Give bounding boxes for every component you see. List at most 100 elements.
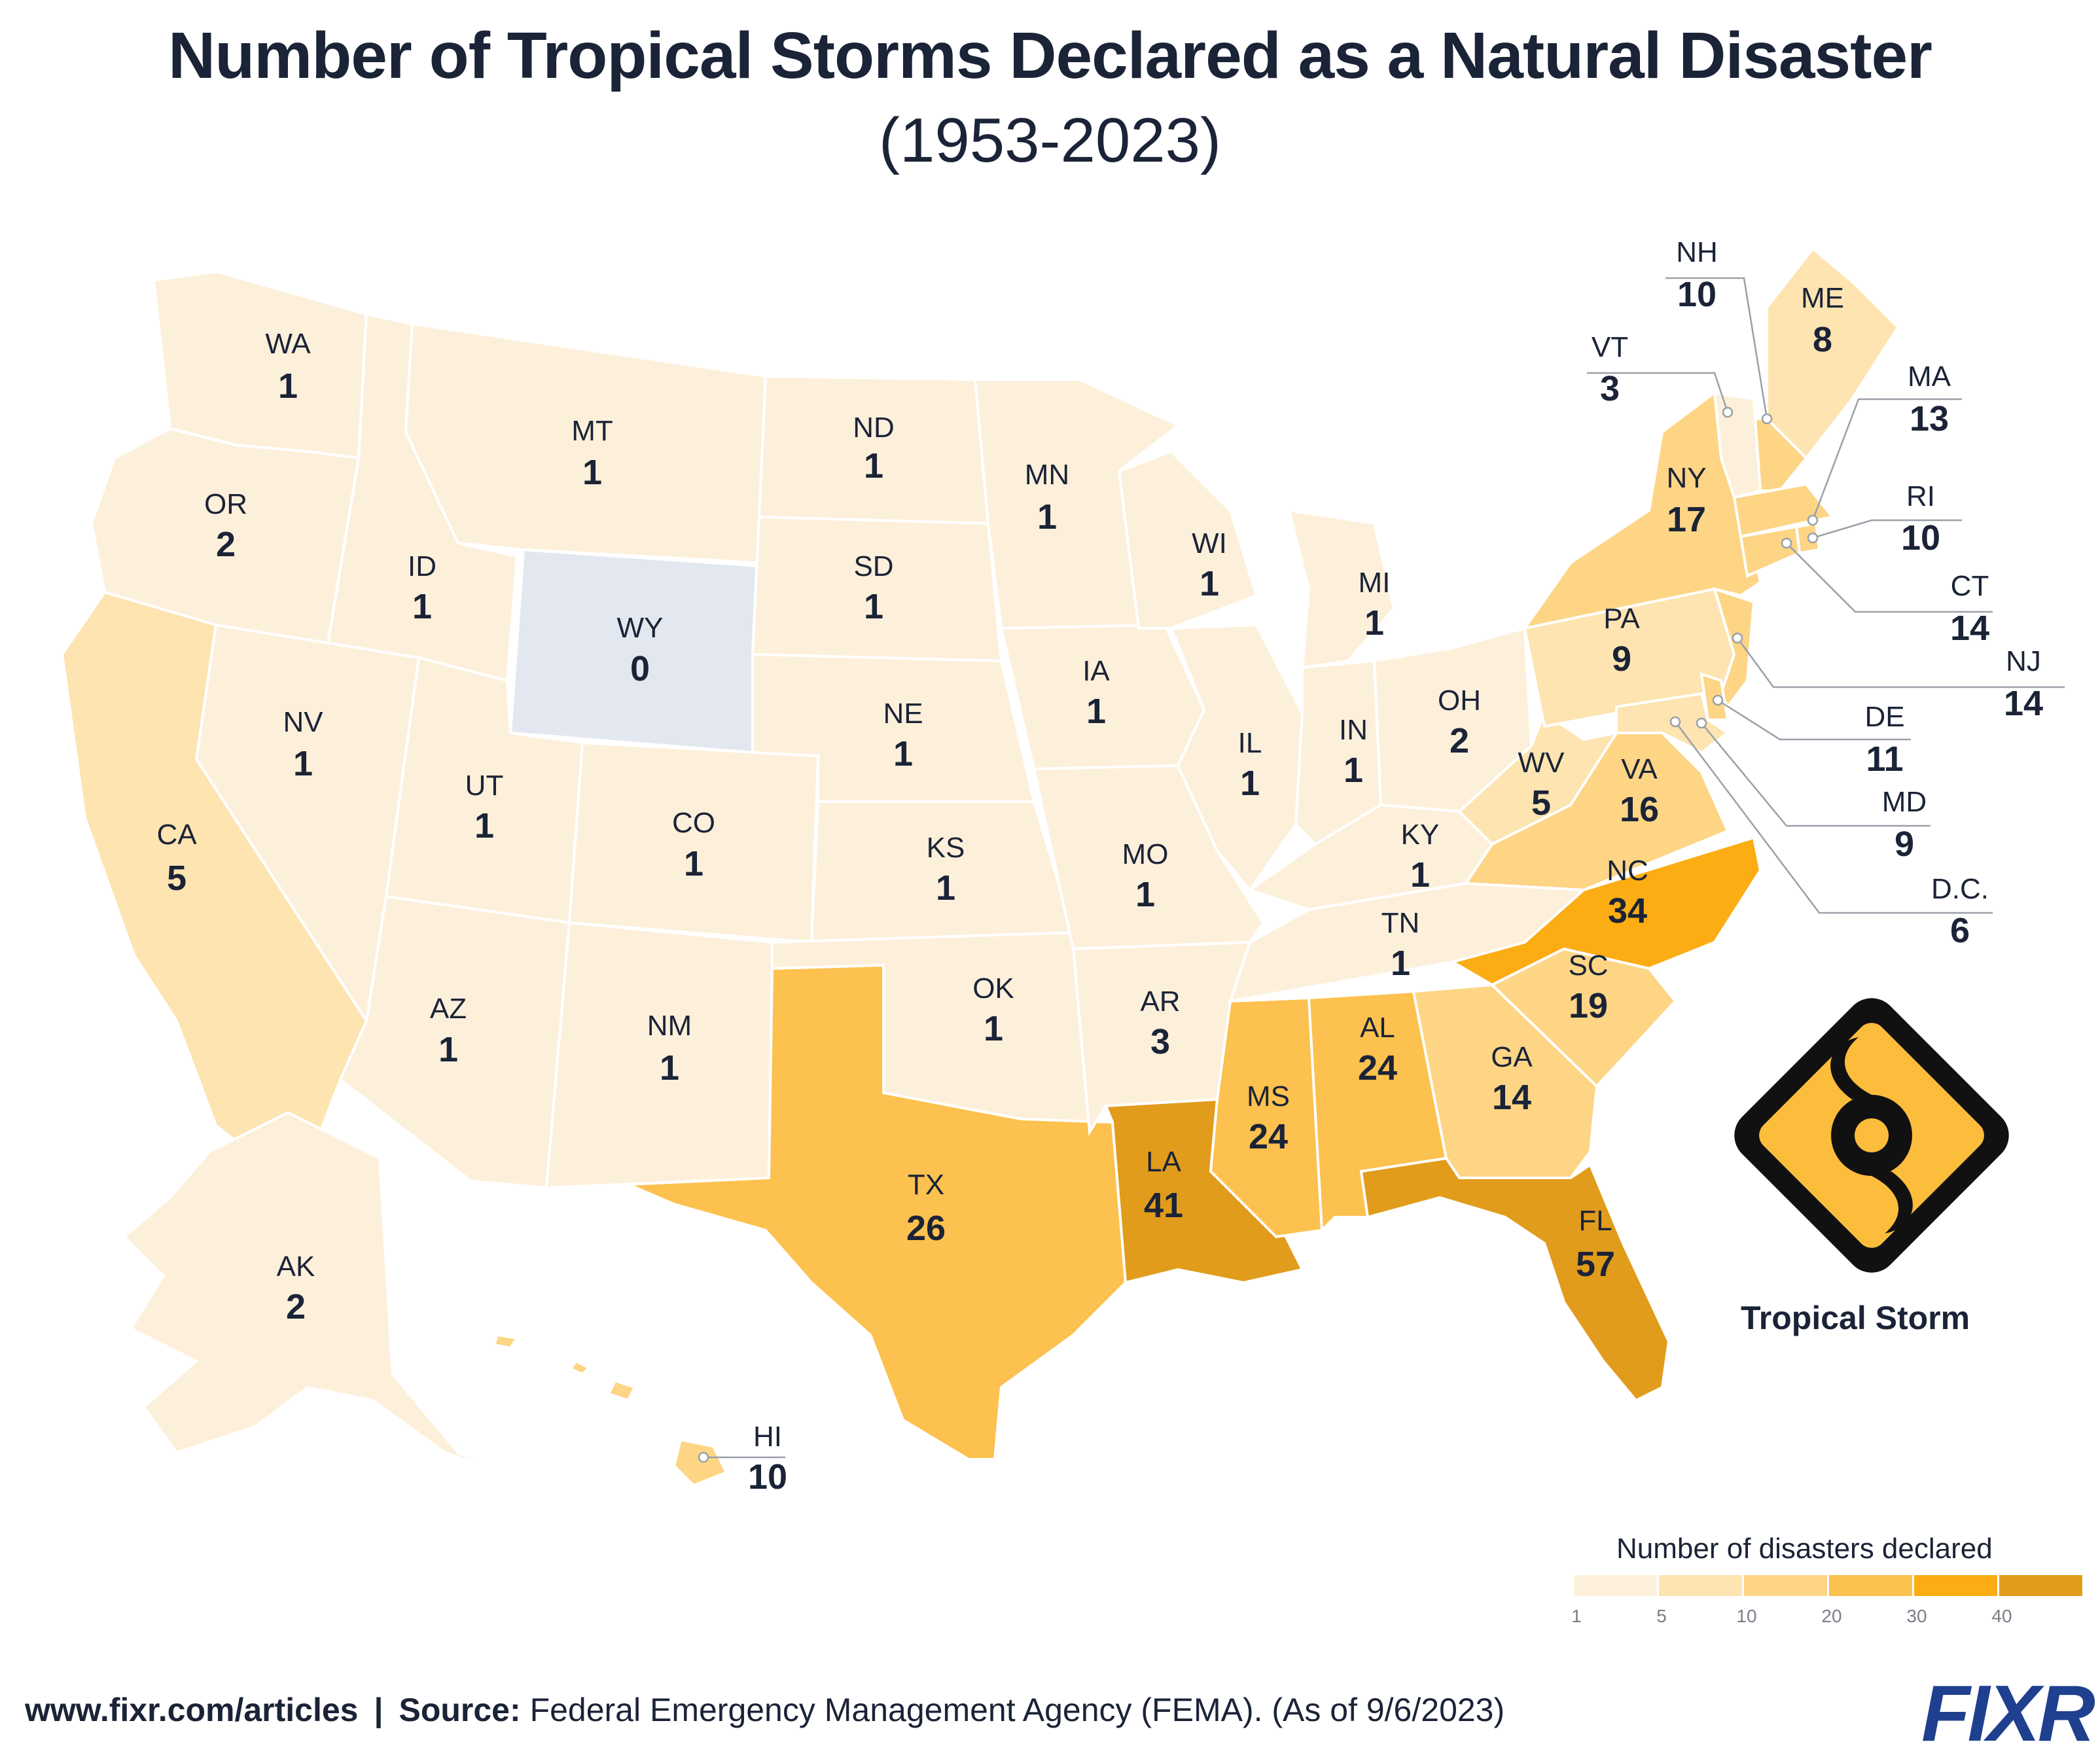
- state-value-vt: 3: [1600, 369, 1620, 408]
- state-abbr-me: ME: [1801, 282, 1844, 314]
- state-abbr-mt: MT: [571, 415, 613, 447]
- state-wv[interactable]: [1457, 711, 1620, 846]
- state-value-nd: 1: [864, 446, 883, 486]
- state-abbr-wi: WI: [1192, 527, 1227, 560]
- state-shapes: [60, 247, 1900, 1487]
- state-abbr-nj: NJ: [2006, 645, 2041, 677]
- state-value-mi: 1: [1364, 603, 1384, 643]
- state-abbr-ok: OK: [972, 972, 1014, 1004]
- page-title: Number of Tropical Storms Declared as a …: [168, 19, 1932, 92]
- leader-dot-de: [1712, 694, 1724, 706]
- state-wa[interactable]: [152, 270, 368, 460]
- state-nc[interactable]: [1449, 836, 1762, 987]
- state-value-wv: 5: [1531, 783, 1551, 823]
- leader-dot-hi: [698, 1451, 709, 1463]
- leader-dot-ct: [1781, 537, 1792, 549]
- legend-swatch: [1829, 1575, 1912, 1596]
- state-abbr-or: OR: [204, 488, 247, 520]
- leader-line-ma: [1811, 398, 1962, 521]
- legend-tick-label: 5: [1656, 1606, 1667, 1626]
- leader-line-ct: [1786, 542, 1993, 613]
- state-abbr-ny: NY: [1666, 462, 1706, 494]
- state-value-mo: 1: [1135, 875, 1155, 914]
- state-abbr-nd: ND: [853, 412, 895, 444]
- state-tx[interactable]: [628, 963, 1128, 1461]
- leader-line-nh: [1665, 277, 1768, 419]
- state-value-sc: 19: [1569, 986, 1608, 1025]
- state-abbr-sc: SC: [1568, 950, 1608, 982]
- state-hi[interactable]: [492, 1333, 728, 1487]
- state-value-tn: 1: [1391, 944, 1410, 983]
- state-value-pa: 9: [1612, 639, 1631, 679]
- legend-tick-label: 10: [1736, 1606, 1756, 1626]
- leader-dot-md: [1696, 717, 1707, 729]
- state-abbr-pa: PA: [1603, 603, 1640, 635]
- state-value-ms: 24: [1249, 1117, 1288, 1156]
- state-abbr-ar: AR: [1140, 986, 1180, 1018]
- state-value-or: 2: [216, 525, 236, 564]
- state-ct[interactable]: [1739, 525, 1802, 578]
- state-fl[interactable]: [1359, 1156, 1671, 1402]
- state-value-nc: 34: [1608, 891, 1647, 931]
- footer: www.fixr.com/articles | Source: Federal Em…: [25, 1691, 1504, 1729]
- state-abbr-ct: CT: [1951, 570, 1989, 602]
- source-label: Source:: [399, 1692, 521, 1728]
- tropical-storm-icon: [1734, 998, 2009, 1273]
- state-abbr-ky: KY: [1401, 819, 1440, 851]
- state-abbr-ms: MS: [1247, 1080, 1290, 1112]
- footer-url[interactable]: www.fixr.com/articles: [25, 1692, 359, 1728]
- state-value-va: 16: [1620, 790, 1659, 829]
- leader-dot-ma: [1807, 514, 1819, 526]
- state-abbr-mo: MO: [1122, 838, 1169, 870]
- state-abbr-wa: WA: [265, 328, 311, 360]
- state-value-ma: 13: [1910, 399, 1949, 438]
- state-value-ok: 1: [984, 1009, 1003, 1048]
- leader-line-dc: [1675, 721, 1993, 914]
- state-value-nh: 10: [1677, 275, 1717, 314]
- state-abbr-il: IL: [1238, 727, 1262, 759]
- state-abbr-mn: MN: [1025, 459, 1069, 491]
- state-value-wy: 0: [630, 649, 650, 688]
- state-wi[interactable]: [1117, 450, 1258, 630]
- state-ak[interactable]: [122, 1110, 505, 1474]
- state-abbr-tx: TX: [908, 1169, 944, 1201]
- state-value-nm: 1: [660, 1048, 679, 1088]
- state-abbr-nh: NH: [1676, 236, 1718, 268]
- state-value-wa: 1: [278, 366, 298, 406]
- state-abbr-wy: WY: [617, 612, 664, 644]
- source-text: Federal Emergency Management Agency (FEM…: [529, 1692, 1505, 1728]
- state-abbr-dc: D.C.: [1931, 873, 1989, 905]
- state-value-de: 11: [1866, 739, 1903, 779]
- state-abbr-mi: MI: [1359, 567, 1391, 599]
- leader-dot-nj: [1732, 632, 1743, 644]
- leader-line-ri: [1812, 519, 1962, 539]
- state-value-hi: 10: [748, 1457, 787, 1497]
- state-abbr-tn: TN: [1381, 907, 1420, 939]
- state-value-ky: 1: [1410, 855, 1430, 895]
- state-value-nj: 14: [2004, 684, 2043, 723]
- state-co[interactable]: [567, 741, 820, 944]
- state-value-ri: 10: [1901, 518, 1940, 558]
- state-value-ny: 17: [1667, 500, 1706, 539]
- state-mi[interactable]: [1287, 508, 1396, 669]
- state-abbr-ga: GA: [1491, 1041, 1533, 1073]
- state-labels: WA1OR2CA5ID1NV1MT1WY0UT1AZ1CO1NM1ND1SD1N…: [156, 236, 2043, 1497]
- state-abbr-la: LA: [1146, 1146, 1181, 1178]
- leader-dot-ri: [1807, 532, 1819, 544]
- state-abbr-va: VA: [1621, 753, 1658, 785]
- leader-lines: [698, 277, 2065, 1463]
- leader-line-vt: [1587, 372, 1729, 413]
- leader-line-md: [1701, 722, 1931, 827]
- state-abbr-vt: VT: [1592, 331, 1628, 363]
- legend-swatch: [1744, 1575, 1827, 1596]
- state-value-sd: 1: [864, 587, 883, 626]
- leader-dot-dc: [1669, 716, 1681, 728]
- state-value-ar: 3: [1150, 1022, 1170, 1061]
- state-value-ca: 5: [167, 859, 187, 898]
- legend-bar: 1 5 10 20 30 40: [1571, 1575, 2082, 1626]
- state-value-al: 24: [1358, 1048, 1397, 1088]
- state-value-mt: 1: [582, 453, 602, 492]
- state-abbr-md: MD: [1882, 786, 1927, 818]
